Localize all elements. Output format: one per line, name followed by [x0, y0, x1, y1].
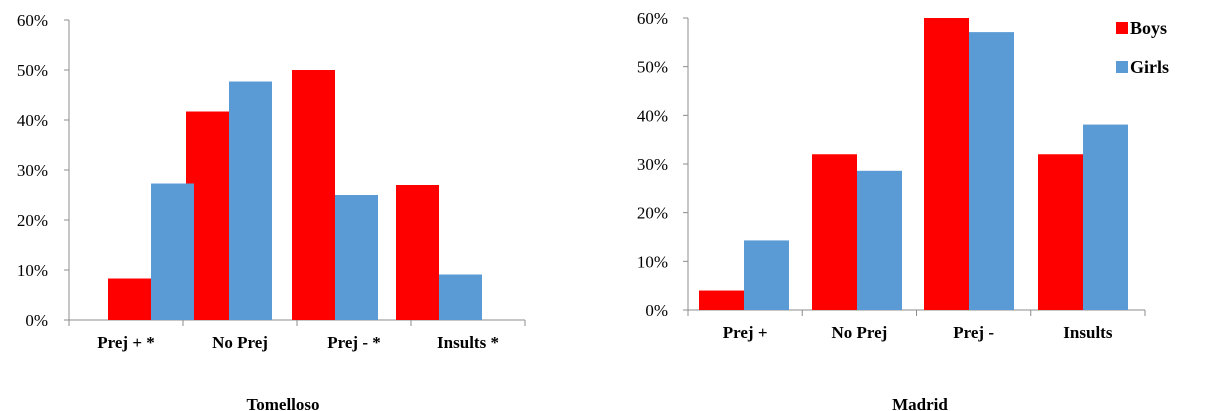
- x-category-label: Prej +: [723, 323, 768, 342]
- bar-girls: [439, 274, 482, 320]
- bar-boys: [292, 70, 335, 320]
- chart-madrid: 0% 10% 20% 30% 40% 50% 60% Prej + No Prej Prej - I…: [637, 9, 1169, 411]
- bar-girls: [744, 240, 789, 310]
- chart-title: Madrid: [892, 395, 948, 411]
- bar-girls: [969, 32, 1014, 310]
- x-category-label: Prej + *: [97, 333, 155, 352]
- bar-boys: [924, 18, 969, 310]
- y-tick-label: 50%: [637, 58, 668, 77]
- bar-girls: [1083, 124, 1128, 310]
- legend-label: Girls: [1130, 57, 1169, 77]
- y-tick-label: 0%: [645, 301, 668, 320]
- x-category-label: Insults: [1063, 323, 1113, 342]
- y-tick-label: 0%: [25, 311, 48, 330]
- y-tick-label: 20%: [637, 204, 668, 223]
- x-category-label: No Prej: [212, 333, 268, 352]
- chart-tomelloso: 0% 10% 20% 30% 40% 50% 60% Prej + * No Prej Prej …: [17, 11, 526, 411]
- legend-swatch: [1116, 22, 1128, 34]
- y-tick-label: 40%: [637, 106, 668, 125]
- y-tick-label: 10%: [17, 261, 48, 280]
- x-category-label: Prej -: [953, 323, 994, 342]
- bar-boys: [812, 154, 857, 310]
- y-tick-label: 50%: [17, 61, 48, 80]
- y-tick-label: 40%: [17, 111, 48, 130]
- y-tick-label: 30%: [17, 161, 48, 180]
- bar-boys: [699, 290, 744, 310]
- x-category-label: Prej - *: [327, 333, 381, 352]
- y-tick-label: 10%: [637, 252, 668, 271]
- legend-label: Boys: [1130, 18, 1167, 38]
- y-tick-label: 60%: [17, 11, 48, 30]
- bar-boys: [1038, 154, 1083, 310]
- bar-boys: [108, 278, 151, 320]
- bar-girls: [857, 170, 902, 310]
- legend-swatch: [1116, 61, 1128, 73]
- x-category-label: No Prej: [831, 323, 887, 342]
- y-tick-label: 20%: [17, 211, 48, 230]
- y-tick-label: 30%: [637, 155, 668, 174]
- bar-boys: [396, 185, 439, 320]
- bar-girls: [335, 195, 378, 320]
- chart-title: Tomelloso: [246, 395, 319, 411]
- bar-girls: [151, 183, 194, 320]
- bar-girls: [229, 81, 272, 320]
- y-tick-label: 60%: [637, 9, 668, 28]
- x-category-label: Insults *: [437, 333, 499, 352]
